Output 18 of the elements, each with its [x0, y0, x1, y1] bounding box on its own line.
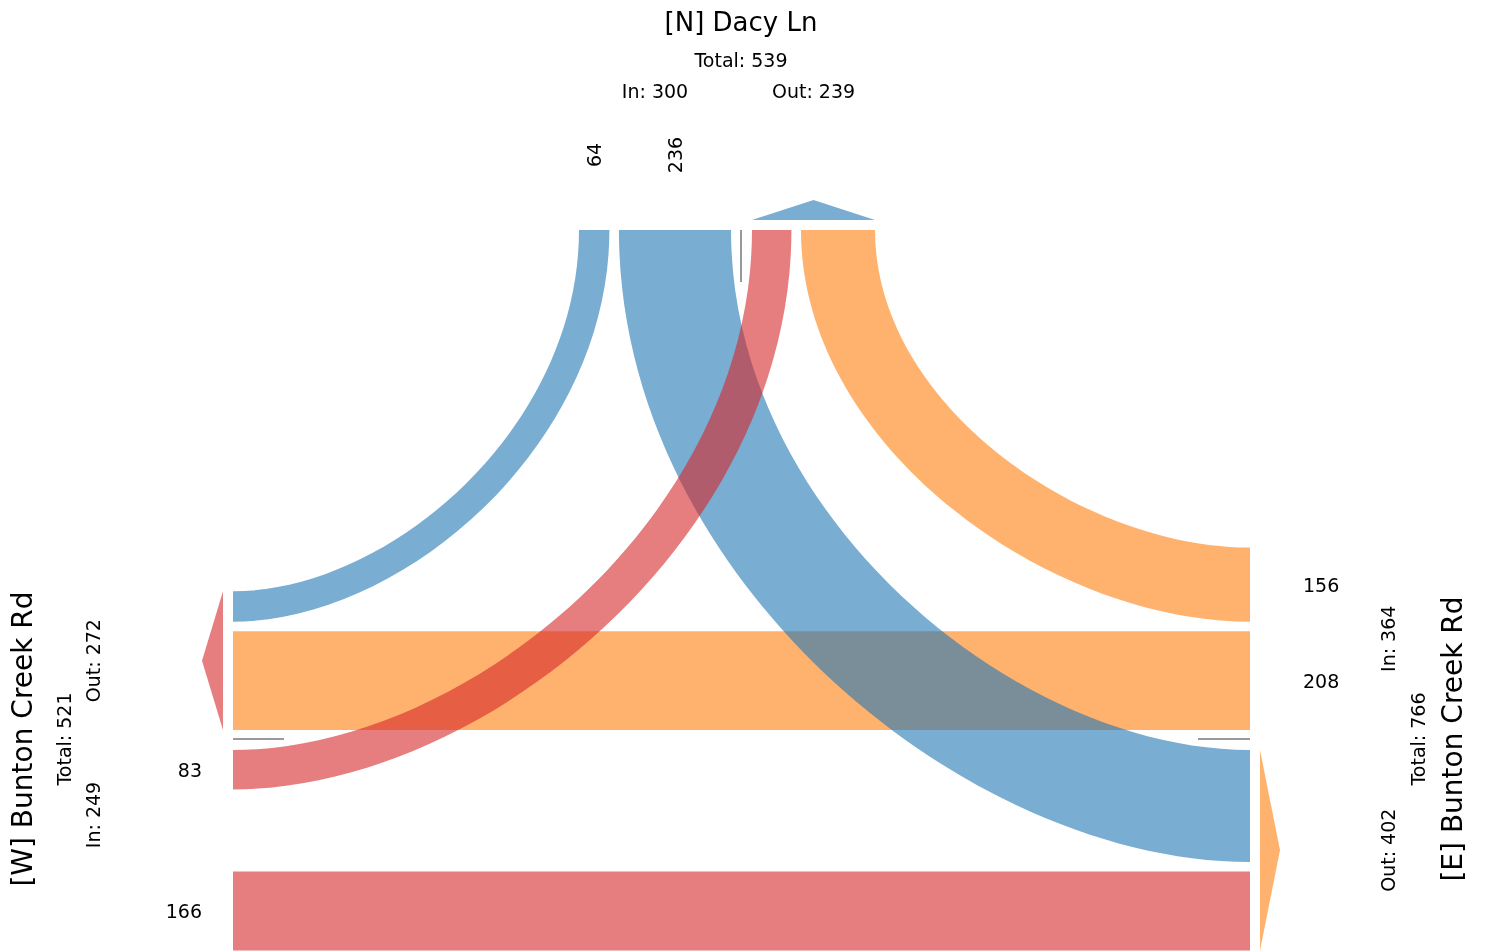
text: Total: 766 — [1407, 692, 1429, 787]
data-label: 156 — [1303, 573, 1340, 596]
category-label: [E] Bunton Creek Rd — [1435, 596, 1469, 882]
text: Total: 521 — [53, 692, 75, 787]
text: In: 249 — [82, 781, 104, 849]
data-label: 166 — [165, 900, 202, 923]
category-label: [W] Bunton Creek Rd — [5, 591, 39, 887]
text: Total: 539 — [693, 49, 788, 71]
text: In: 300 — [621, 80, 689, 102]
text: Out: 402 — [1377, 808, 1399, 892]
data-label: 64 — [583, 142, 606, 168]
category-label: [N] Dacy Ln — [664, 7, 818, 37]
text: In: 364 — [1377, 605, 1399, 672]
data-label: 83 — [177, 758, 202, 781]
text: Out: 272 — [82, 619, 104, 703]
data-label: 236 — [663, 136, 686, 174]
data-label: 208 — [1303, 669, 1340, 692]
text: Out: 239 — [771, 80, 856, 102]
